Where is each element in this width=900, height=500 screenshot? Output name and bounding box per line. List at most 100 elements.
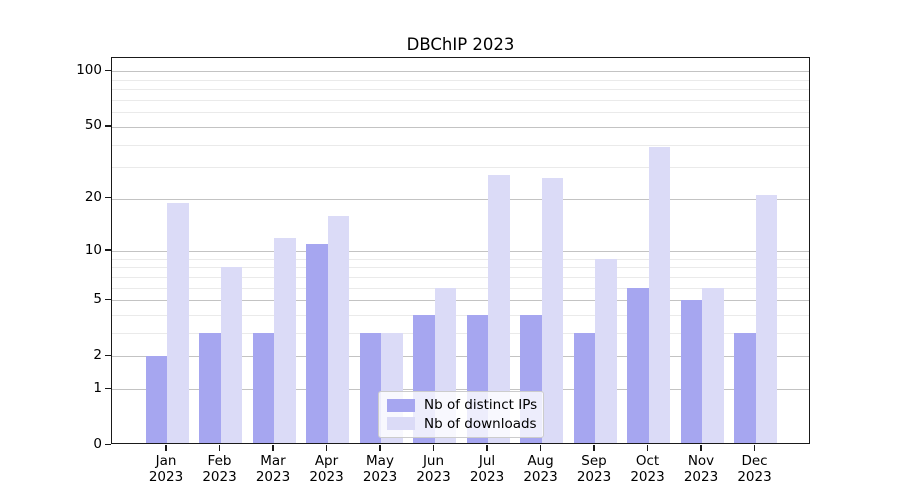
x-tick-month: Jun [422, 453, 445, 469]
x-tick-label: Jul 2023 [455, 453, 519, 485]
y-tick [105, 197, 111, 199]
bar-ips-sep [573, 333, 595, 443]
minor-gridline [112, 315, 809, 317]
x-tick-label: Aug 2023 [509, 453, 573, 485]
minor-gridline [112, 258, 809, 260]
minor-gridline [112, 79, 809, 81]
y-tick [105, 249, 111, 251]
major-gridline [112, 71, 809, 73]
bar-downloads-jul [488, 175, 510, 443]
x-tick [700, 444, 702, 451]
major-gridline [112, 300, 809, 302]
x-tick [165, 444, 167, 451]
x-tick [593, 444, 595, 451]
x-tick-year: 2023 [683, 469, 719, 485]
y-tick-label: 20 [84, 189, 102, 206]
x-tick [432, 444, 435, 451]
y-tick-label: 1 [93, 379, 102, 396]
bar-ips-mar [252, 333, 274, 443]
bar-ips-dec [734, 333, 756, 443]
x-tick-month: Mar [260, 453, 286, 469]
x-tick-year: 2023 [630, 469, 665, 485]
bar-ips-oct [627, 287, 649, 443]
x-tick [272, 444, 274, 451]
legend-swatch-ips [387, 398, 415, 412]
y-tick-label: 50 [84, 117, 102, 134]
bar-downloads-aug [541, 178, 563, 443]
minor-gridline [112, 144, 809, 146]
x-tick [379, 444, 381, 451]
y-tick-label: 100 [76, 61, 102, 78]
x-tick-label: Jun 2023 [402, 453, 466, 485]
x-tick [753, 444, 756, 451]
bar-ips-jan [145, 356, 167, 443]
y-tick [105, 298, 111, 300]
x-tick-month: Sep [581, 453, 607, 469]
bar-downloads-oct [648, 146, 670, 443]
x-tick [486, 444, 488, 451]
x-tick-month: Nov [687, 453, 715, 469]
minor-gridline [112, 167, 809, 169]
x-tick-label: Dec 2023 [723, 453, 787, 485]
legend-label-downloads: Nb of downloads [424, 415, 537, 432]
x-tick-year: 2023 [416, 469, 451, 485]
x-tick-month: Aug [527, 453, 554, 469]
legend-row-downloads: Nb of downloads [387, 415, 537, 432]
x-tick-month: May [366, 453, 394, 469]
x-tick [325, 444, 328, 451]
legend-row-ips: Nb of distinct IPs [387, 397, 538, 414]
x-tick-year: 2023 [202, 469, 237, 485]
major-gridline [112, 126, 809, 128]
major-gridline [112, 356, 809, 358]
x-tick-label: Apr 2023 [295, 453, 359, 485]
x-tick [218, 444, 221, 451]
x-tick-month: Feb [207, 453, 232, 469]
bar-downloads-apr [327, 215, 349, 443]
x-tick-year: 2023 [523, 469, 558, 485]
minor-gridline [112, 267, 809, 269]
y-tick-label: 2 [93, 346, 102, 363]
x-tick-label: Mar 2023 [241, 453, 305, 485]
x-tick-month: Dec [741, 453, 768, 469]
bar-downloads-sep [595, 258, 617, 443]
x-tick-month: Oct [635, 453, 660, 469]
x-tick-month: Jul [478, 453, 496, 469]
y-tick [105, 354, 111, 357]
x-tick-year: 2023 [362, 469, 398, 485]
minor-gridline [112, 112, 809, 114]
x-tick-month: Jan [155, 453, 177, 469]
minor-gridline [112, 276, 809, 278]
x-tick-year: 2023 [576, 469, 612, 485]
legend-swatch-downloads [387, 417, 415, 431]
minor-gridline [112, 89, 809, 91]
bar-ips-apr [306, 244, 328, 443]
bar-ips-feb [199, 333, 221, 443]
x-tick [646, 444, 649, 451]
bar-downloads-dec [755, 195, 777, 443]
x-tick-label: Nov 2023 [669, 453, 733, 485]
x-tick-label: Oct 2023 [616, 453, 680, 485]
x-tick-label: Sep 2023 [562, 453, 626, 485]
bar-ips-may [359, 333, 381, 443]
minor-gridline [112, 333, 809, 335]
bar-downloads-feb [220, 267, 242, 443]
x-tick-year: 2023 [255, 469, 291, 485]
bar-ips-nov [680, 300, 702, 443]
x-tick-year: 2023 [148, 469, 184, 485]
x-tick-label: Feb 2023 [188, 453, 252, 485]
major-gridline [112, 389, 809, 391]
x-tick-year: 2023 [737, 469, 772, 485]
y-tick-label: 10 [84, 241, 102, 258]
y-tick-label: 0 [93, 436, 102, 452]
legend-label-ips: Nb of distinct IPs [424, 397, 538, 414]
chart-title: DBChIP 2023 [406, 35, 515, 54]
x-tick-label: Jan 2023 [134, 453, 198, 485]
y-tick [105, 125, 111, 127]
bar-downloads-jan [167, 202, 189, 443]
bar-downloads-nov [702, 287, 724, 443]
plot-area [111, 57, 810, 444]
major-gridline [112, 198, 809, 200]
minor-gridline [112, 100, 809, 102]
minor-gridline [112, 287, 809, 289]
